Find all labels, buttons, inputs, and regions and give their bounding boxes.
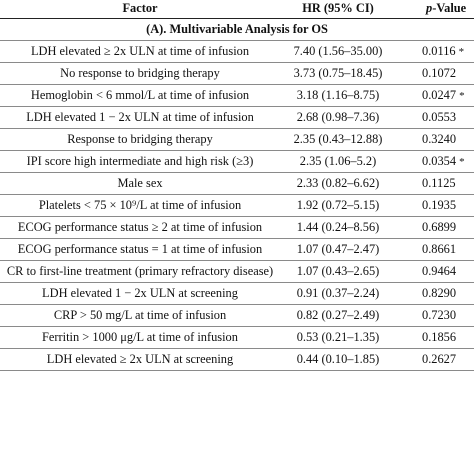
table-row: LDH elevated ≥ 2x ULN at time of infusio… bbox=[0, 41, 474, 63]
p-value-cell: 0.7230 bbox=[400, 305, 474, 326]
hr-cell: 2.68 (0.98–7.36) bbox=[296, 110, 380, 124]
factor-cell: Response to bridging therapy bbox=[67, 132, 213, 146]
hr-cell: 7.40 (1.56–35.00) bbox=[293, 44, 383, 58]
factor-cell: LDH elevated ≥ 2x ULN at time of infusio… bbox=[30, 44, 250, 58]
hr-cell: 2.33 (0.82–6.62) bbox=[296, 176, 380, 190]
header-factor: Factor bbox=[122, 1, 158, 15]
p-value-cell: 0.0553 bbox=[400, 107, 474, 128]
hr-cell: 2.35 (1.06–5.2) bbox=[299, 154, 377, 168]
hr-cell: 0.44 (0.10–1.85) bbox=[296, 352, 380, 366]
table-row: Response to bridging therapy 2.35 (0.43–1… bbox=[0, 129, 474, 151]
significance-marker: * bbox=[458, 46, 465, 58]
p-value-text: 0.8661 bbox=[422, 242, 457, 256]
p-value-text: 0.2627 bbox=[422, 352, 457, 366]
p-value-text: 0.0553 bbox=[422, 110, 457, 124]
hr-cell: 0.91 (0.37–2.24) bbox=[296, 286, 380, 300]
p-value-cell: 0.6899 bbox=[400, 217, 474, 238]
table-row: No response to bridging therapy 3.73 (0.7… bbox=[0, 63, 474, 85]
factor-cell: CRP > 50 mg/L at time of infusion bbox=[53, 308, 227, 322]
section-header-row: (A). Multivariable Analysis for OS bbox=[0, 19, 474, 41]
table-row: Ferritin > 1000 μg/L at time of infusion… bbox=[0, 327, 474, 349]
hr-cell: 1.44 (0.24–8.56) bbox=[296, 220, 380, 234]
p-value-cell: 0.1125 bbox=[400, 173, 474, 194]
p-value-text: 0.0116 bbox=[422, 44, 456, 58]
p-value-cell: 0.1856 bbox=[400, 327, 474, 348]
factor-cell: LDH elevated 1 − 2x ULN at time of infus… bbox=[26, 110, 254, 124]
table-row: Platelets < 75 × 10⁹/L at time of infusi… bbox=[0, 195, 474, 217]
p-value-text: 0.0354 bbox=[422, 154, 457, 168]
hr-cell: 0.82 (0.27–2.49) bbox=[296, 308, 380, 322]
p-value-cell: 0.9464 bbox=[400, 261, 474, 282]
header-p-value: p-Value bbox=[400, 0, 474, 17]
significance-marker: * bbox=[459, 156, 465, 168]
hr-cell: 2.35 (0.43–12.88) bbox=[293, 132, 383, 146]
table-row: Male sex 2.33 (0.82–6.62) 0.1125 bbox=[0, 173, 474, 195]
p-value-text: 0.1072 bbox=[422, 66, 457, 80]
p-value-text: 0.0247 bbox=[422, 88, 457, 102]
header-p-italic: p bbox=[426, 1, 433, 15]
table-header-row: Factor HR (95% CI) p-Value bbox=[0, 0, 474, 19]
table-body: LDH elevated ≥ 2x ULN at time of infusio… bbox=[0, 41, 474, 371]
p-value-cell: 0.0354 * bbox=[400, 151, 474, 173]
header-hr: HR (95% CI) bbox=[302, 1, 374, 15]
significance-marker: * bbox=[459, 90, 465, 102]
p-value-cell: 0.3240 bbox=[400, 129, 474, 150]
factor-cell: LDH elevated ≥ 2x ULN at screening bbox=[46, 352, 234, 366]
section-label-title: Multivariable Analysis for OS bbox=[169, 22, 328, 36]
p-value-cell: 0.8661 bbox=[400, 239, 474, 260]
factor-cell: No response to bridging therapy bbox=[60, 66, 220, 80]
table-row: LDH elevated ≥ 2x ULN at screening 0.44 (… bbox=[0, 349, 474, 371]
factor-cell: IPI score high intermediate and high ris… bbox=[26, 154, 254, 168]
table-row: ECOG performance status = 1 at time of i… bbox=[0, 239, 474, 261]
p-value-cell: 0.0247 * bbox=[400, 85, 474, 107]
table-row: LDH elevated 1 − 2x ULN at time of infus… bbox=[0, 107, 474, 129]
p-value-text: 0.1125 bbox=[422, 176, 456, 190]
p-value-text: 0.8290 bbox=[422, 286, 457, 300]
table-row: IPI score high intermediate and high ris… bbox=[0, 151, 474, 173]
table-row: Hemoglobin < 6 mmol/L at time of infusio… bbox=[0, 85, 474, 107]
table-row: ECOG performance status ≥ 2 at time of i… bbox=[0, 217, 474, 239]
factor-cell: LDH elevated 1 − 2x ULN at screening bbox=[42, 286, 238, 300]
factor-cell: CR to first-line treatment (primary refr… bbox=[6, 264, 274, 278]
table-row: CR to first-line treatment (primary refr… bbox=[0, 261, 474, 283]
factor-cell: Ferritin > 1000 μg/L at time of infusion bbox=[42, 330, 238, 344]
results-table: Factor HR (95% CI) p-Value (A). Multivar… bbox=[0, 0, 474, 371]
p-value-text: 0.6899 bbox=[422, 220, 457, 234]
factor-cell: ECOG performance status = 1 at time of i… bbox=[17, 242, 263, 256]
table-row: CRP > 50 mg/L at time of infusion 0.82 (0… bbox=[0, 305, 474, 327]
p-value-text: 0.3240 bbox=[422, 132, 457, 146]
factor-cell: Male sex bbox=[117, 176, 163, 190]
hr-cell: 0.53 (0.21–1.35) bbox=[296, 330, 380, 344]
hr-cell: 3.73 (0.75–18.45) bbox=[293, 66, 383, 80]
hr-cell: 3.18 (1.16–8.75) bbox=[296, 88, 380, 102]
p-value-text: 0.7230 bbox=[422, 308, 457, 322]
p-value-cell: 0.0116 * bbox=[400, 41, 474, 63]
p-value-text: 0.1856 bbox=[422, 330, 457, 344]
hr-cell: 1.07 (0.43–2.65) bbox=[296, 264, 380, 278]
hr-cell: 1.07 (0.47–2.47) bbox=[296, 242, 380, 256]
header-p-rest: -Value bbox=[432, 1, 467, 15]
p-value-cell: 0.1935 bbox=[400, 195, 474, 216]
table-row: LDH elevated 1 − 2x ULN at screening 0.91… bbox=[0, 283, 474, 305]
p-value-cell: 0.8290 bbox=[400, 283, 474, 304]
p-value-cell: 0.1072 bbox=[400, 63, 474, 84]
p-value-text: 0.9464 bbox=[422, 264, 457, 278]
p-value-text: 0.1935 bbox=[422, 198, 457, 212]
factor-cell: ECOG performance status ≥ 2 at time of i… bbox=[17, 220, 263, 234]
section-label-prefix: (A). bbox=[146, 22, 170, 36]
factor-cell: Hemoglobin < 6 mmol/L at time of infusio… bbox=[30, 88, 250, 102]
p-value-cell: 0.2627 bbox=[400, 349, 474, 370]
factor-cell: Platelets < 75 × 10⁹/L at time of infusi… bbox=[38, 198, 242, 212]
hr-cell: 1.92 (0.72–5.15) bbox=[296, 198, 380, 212]
